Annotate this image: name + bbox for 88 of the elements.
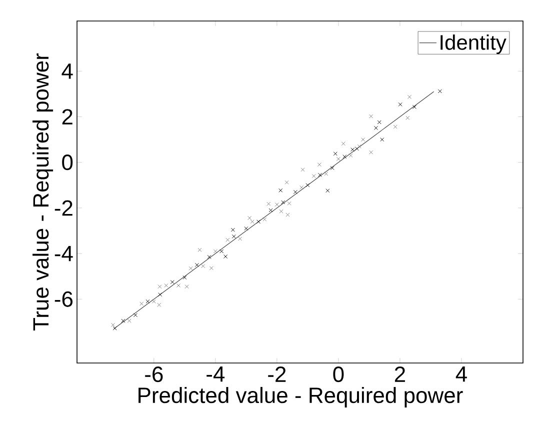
point: [176, 283, 181, 288]
point: [140, 302, 144, 306]
point: [232, 234, 236, 238]
point: [209, 266, 214, 270]
y-tick-label: 0: [62, 154, 73, 170]
point: [274, 202, 279, 207]
point: [256, 220, 260, 224]
point: [336, 156, 340, 161]
point: [284, 180, 289, 184]
point: [406, 116, 410, 120]
point: [369, 150, 374, 154]
y-tick-label: 4: [62, 64, 73, 79]
point: [224, 254, 228, 259]
y-tick-label: -4: [54, 246, 73, 262]
point: [281, 200, 286, 204]
y-tick-label: -6: [54, 291, 73, 307]
x-tick-label: -4: [206, 366, 225, 382]
point: [127, 318, 132, 323]
point: [112, 326, 117, 330]
x-tick-label: 2: [394, 366, 405, 382]
point: [300, 168, 305, 172]
point: [268, 208, 273, 212]
point: [398, 102, 402, 106]
point: [377, 120, 382, 124]
x-tick-label: 0: [333, 366, 344, 382]
point: [207, 254, 212, 259]
point: [262, 217, 267, 222]
x-tick-label: -2: [268, 366, 286, 382]
point: [182, 275, 187, 280]
point: [121, 318, 126, 323]
point: [279, 209, 284, 214]
point: [133, 313, 138, 318]
point: [230, 228, 235, 232]
point: [184, 284, 189, 289]
point: [342, 154, 347, 159]
point: [318, 172, 322, 177]
point: [188, 266, 193, 270]
point: [213, 249, 218, 254]
point: [333, 152, 338, 156]
point: [306, 183, 310, 188]
point: [146, 299, 150, 304]
legend-label: Identity: [440, 34, 506, 54]
point: [330, 166, 334, 170]
point: [201, 264, 206, 268]
point: [287, 201, 292, 206]
x-axis-title: Predicted value - Required power: [138, 386, 463, 408]
point: [266, 202, 271, 206]
point: [341, 142, 346, 146]
point: [361, 138, 366, 142]
point: [300, 185, 304, 190]
point: [354, 146, 359, 151]
point: [374, 126, 378, 130]
point: [278, 188, 283, 192]
point: [412, 104, 416, 109]
point: [326, 188, 330, 193]
x-tick-label: 4: [456, 366, 467, 382]
point: [158, 292, 162, 297]
y-tick-label: 2: [62, 109, 72, 124]
point: [317, 162, 322, 167]
point: [350, 148, 355, 152]
point: [110, 322, 116, 327]
point: [198, 248, 202, 252]
point: [369, 114, 374, 118]
point: [293, 190, 298, 194]
point: [286, 212, 290, 217]
point: [244, 226, 248, 230]
point: [393, 124, 398, 129]
y-axis-title: True value - Required power: [32, 53, 54, 330]
x-tick-label: -6: [145, 366, 163, 382]
point: [152, 299, 156, 304]
point: [380, 138, 384, 142]
point: [158, 284, 162, 289]
point: [226, 238, 230, 242]
point: [170, 280, 174, 284]
point: [248, 216, 252, 220]
point: [407, 94, 412, 99]
point: [348, 153, 353, 158]
y-tick-label: -2: [54, 200, 72, 216]
point: [312, 174, 316, 178]
point: [164, 283, 168, 288]
point: [238, 236, 242, 241]
point: [194, 262, 199, 267]
point: [357, 144, 362, 148]
point: [157, 302, 162, 307]
point: [438, 89, 442, 94]
point: [324, 172, 328, 176]
point: [220, 249, 224, 254]
point: [250, 220, 254, 224]
